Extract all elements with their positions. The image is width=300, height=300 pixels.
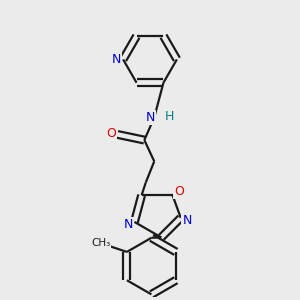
Text: CH₃: CH₃	[91, 238, 110, 248]
Text: N: N	[145, 111, 155, 124]
Text: N: N	[111, 53, 121, 66]
Text: H: H	[165, 110, 175, 122]
Text: O: O	[106, 127, 116, 140]
Text: N: N	[124, 218, 133, 231]
Text: N: N	[182, 214, 192, 226]
Text: O: O	[174, 185, 184, 198]
